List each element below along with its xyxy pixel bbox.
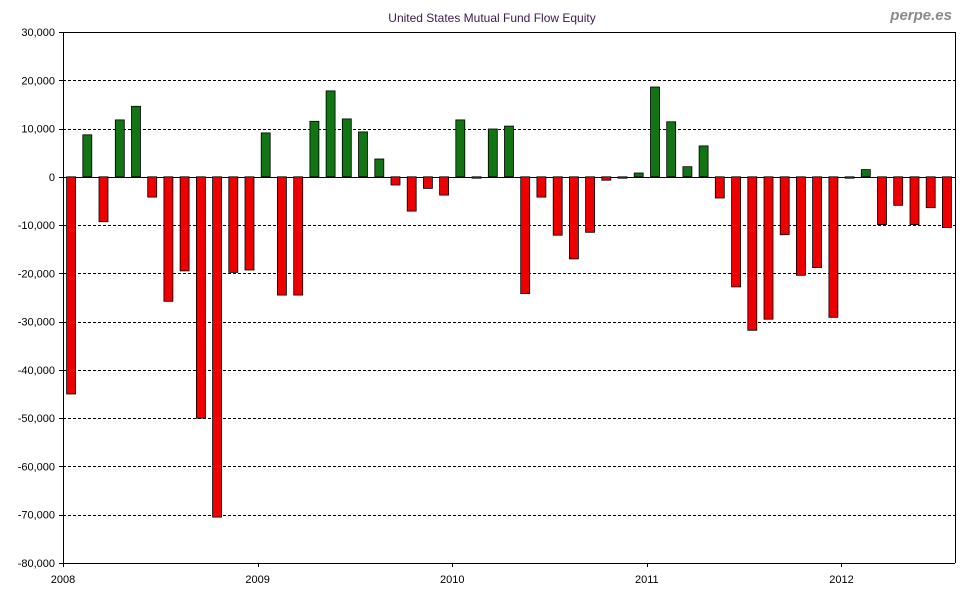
bar-2008-01 [66, 176, 76, 395]
bar-2009-09 [390, 176, 401, 186]
bar-2010-12 [633, 172, 644, 178]
bar-2011-09 [779, 176, 790, 236]
bar-2011-11 [812, 176, 822, 269]
bar-2010-08 [569, 176, 579, 260]
chart-title: United States Mutual Fund Flow Equity [388, 11, 595, 25]
bar-2009-12 [439, 176, 450, 196]
y-axis-tick-labels: 30,000 20,000 10,000 0 -10,000 -20,000 -30,000… [18, 27, 55, 570]
bar-2010-04 [504, 125, 514, 178]
bar-2011-10 [796, 176, 806, 276]
axes [59, 32, 956, 567]
bar-2008-12 [244, 176, 255, 271]
bar-2011-03 [682, 166, 693, 178]
y-tick-label: 0 [49, 172, 55, 184]
bar-2011-01 [650, 86, 660, 178]
bar-2010-01 [455, 119, 466, 178]
y-tick-label: -80,000 [18, 558, 55, 570]
y-tick-label: -70,000 [18, 510, 55, 522]
bar-2009-06 [341, 118, 352, 178]
bar-2010-11 [617, 176, 628, 179]
bar-2012-01 [844, 176, 855, 179]
y-tick-label: -20,000 [18, 268, 55, 280]
bar-2011-12 [828, 176, 839, 318]
bar-2008-06 [147, 176, 158, 198]
x-tick-label: 2011 [635, 574, 659, 586]
bar-2009-02 [276, 176, 287, 296]
bar-2009-11 [422, 176, 433, 189]
bar-2012-05 [909, 176, 920, 226]
bar-2008-08 [179, 176, 190, 272]
bar-2008-10 [212, 176, 223, 518]
bar-2010-03 [487, 128, 498, 178]
y-tick-label: 10,000 [21, 124, 55, 136]
x-tick-label: 2009 [245, 574, 269, 586]
bar-2010-05 [520, 176, 531, 295]
bar-2010-02 [471, 176, 482, 179]
bars [66, 86, 952, 518]
bar-2009-07 [358, 131, 368, 178]
y-tick-label: 30,000 [21, 27, 55, 39]
bar-2011-08 [763, 176, 774, 320]
bar-2008-07 [163, 176, 174, 302]
bar-2009-01 [260, 132, 271, 178]
bar-2011-05 [714, 176, 725, 199]
bar-2012-06 [925, 176, 936, 209]
bar-2008-11 [228, 176, 239, 273]
y-tick-label: -10,000 [18, 220, 55, 232]
y-tick-label: -40,000 [18, 365, 55, 377]
bar-2010-06 [536, 176, 547, 198]
bar-2008-05 [131, 105, 141, 178]
bar-2011-02 [666, 121, 677, 178]
bar-2011-04 [698, 145, 709, 178]
x-tick-label: 2010 [440, 574, 464, 586]
bar-2009-03 [293, 176, 304, 296]
bar-2010-10 [601, 176, 612, 181]
bar-2009-08 [374, 158, 385, 178]
y-tick-label: 20,000 [21, 75, 55, 87]
bar-2008-09 [195, 176, 206, 419]
x-tick-label: 2008 [51, 574, 75, 586]
bar-2012-04 [893, 176, 904, 206]
y-tick-label: -60,000 [18, 461, 55, 473]
bar-2008-03 [98, 176, 109, 223]
bar-2010-09 [585, 176, 595, 233]
bar-2011-07 [747, 176, 758, 331]
bar-2012-07 [942, 176, 952, 228]
bar-2012-02 [860, 169, 871, 178]
bar-2008-02 [82, 134, 93, 178]
bar-2012-03 [877, 176, 887, 226]
x-axis-tick-labels: 2008 2009 2010 2011 2012 [51, 574, 854, 586]
bar-2008-04 [114, 119, 125, 178]
y-tick-label: -30,000 [18, 317, 55, 329]
brand-watermark: perpe.es [889, 7, 952, 24]
bar-2011-06 [731, 176, 741, 288]
bar-2010-07 [552, 176, 563, 236]
bar-2009-10 [406, 176, 417, 212]
x-tick-label: 2012 [829, 574, 853, 586]
bar-2009-05 [325, 90, 336, 178]
bar-2009-04 [309, 120, 320, 178]
y-tick-label: -50,000 [18, 413, 55, 425]
